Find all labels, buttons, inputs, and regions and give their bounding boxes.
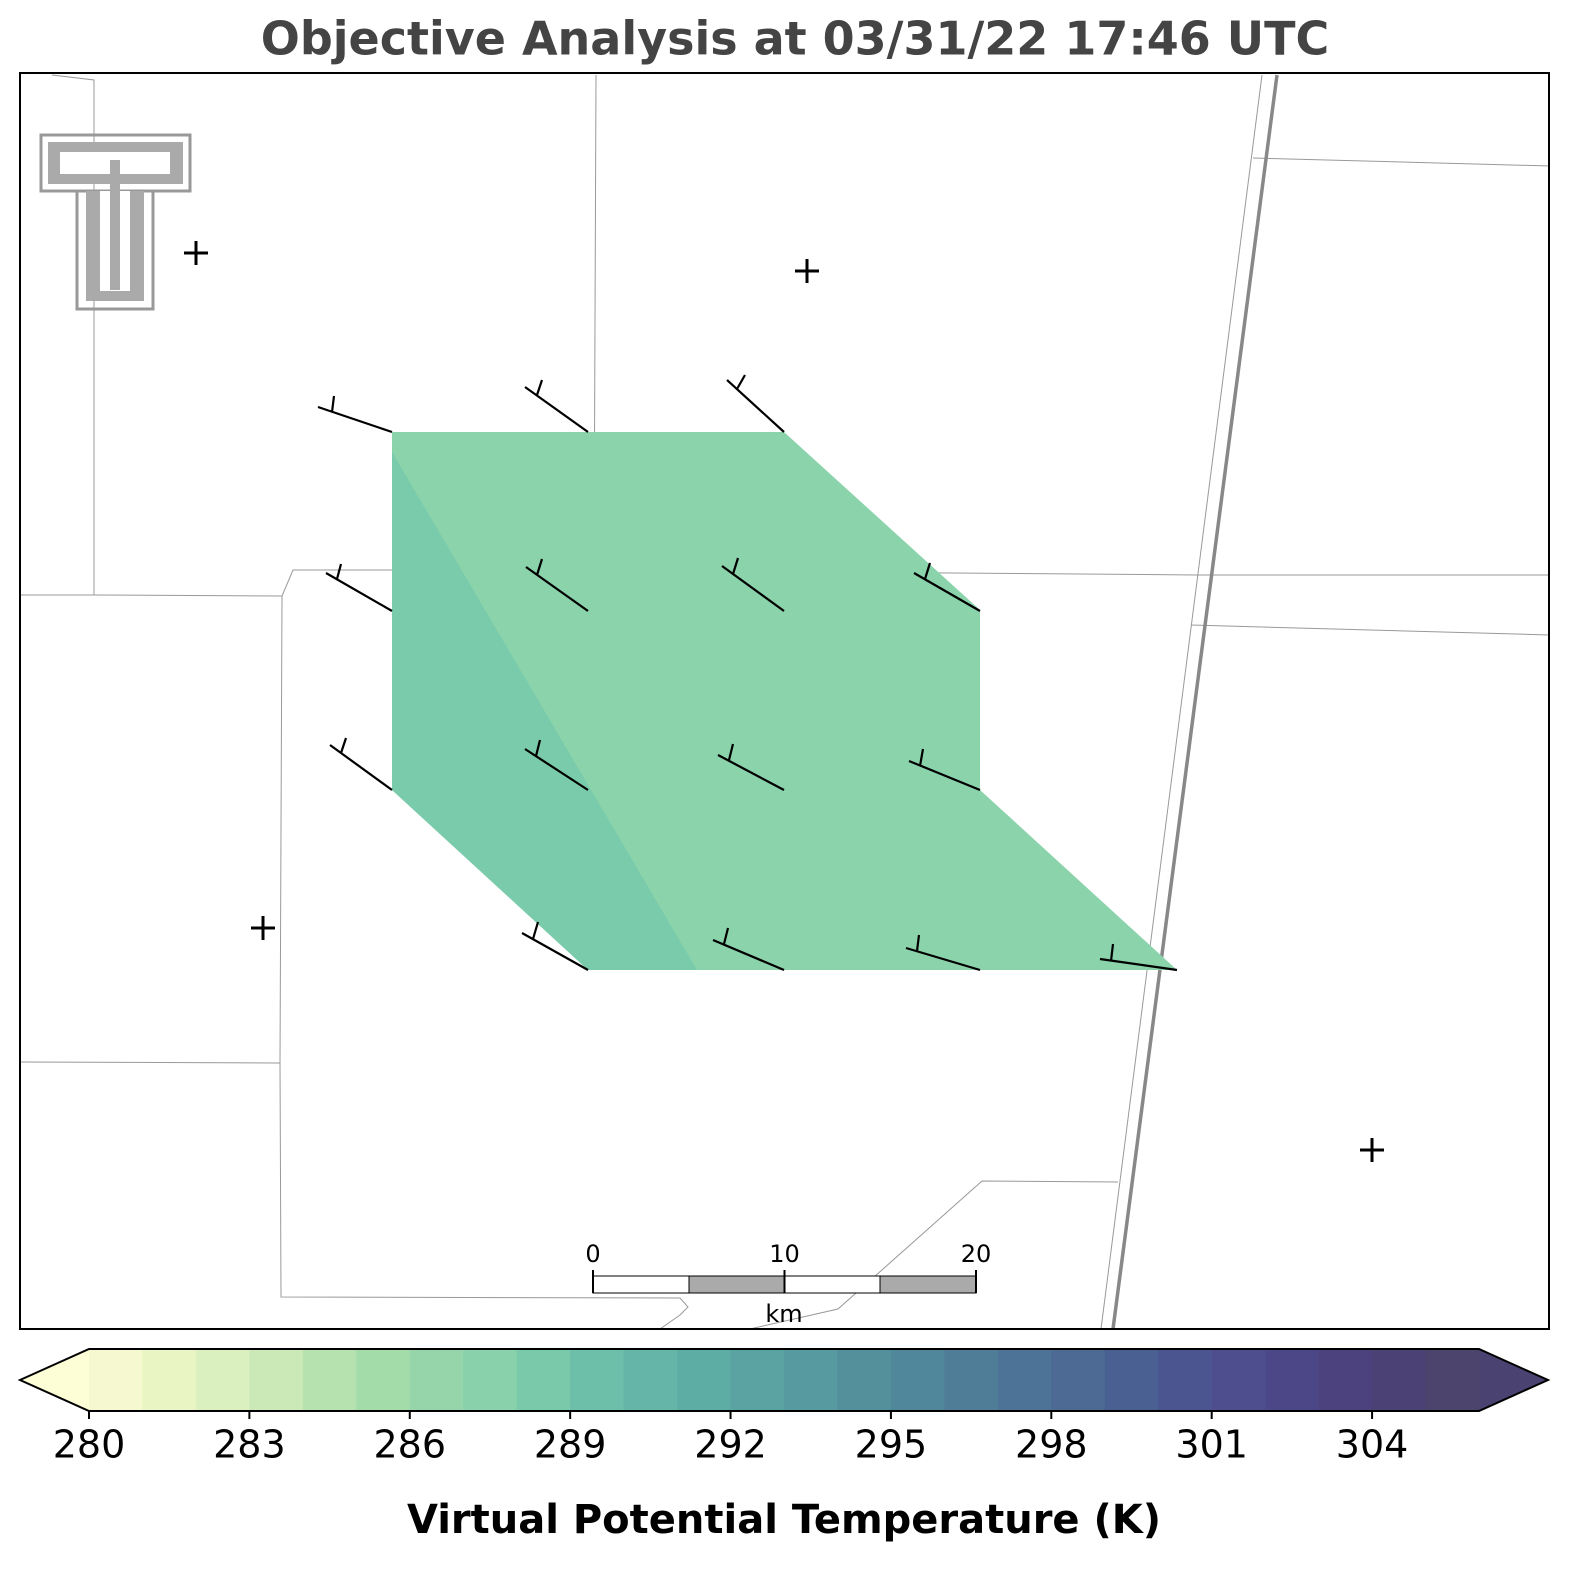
colorbar-tick-label: 295	[855, 1423, 928, 1467]
county-line	[749, 1180, 1119, 1330]
colorbar-band	[409, 1349, 464, 1411]
colorbar-tick-label: 280	[53, 1423, 126, 1467]
title: Objective Analysis at 03/31/22 17:46 UTC	[261, 12, 1330, 66]
map	[19, 72, 1551, 1330]
colorbar-band	[677, 1349, 732, 1411]
colorbar-band	[837, 1349, 892, 1411]
colorbar-band	[1051, 1349, 1106, 1411]
colorbar-tick-label: 298	[1015, 1423, 1088, 1467]
scale-bar	[592, 1275, 977, 1294]
colorbar-band	[1372, 1349, 1427, 1411]
colorbar-tick-label: 301	[1175, 1423, 1248, 1467]
map-frame	[19, 72, 1550, 1330]
colorbar-band	[944, 1349, 999, 1411]
colorbar-extend-low	[20, 1349, 89, 1411]
colorbar-extend-high	[1479, 1349, 1548, 1411]
county-line	[20, 74, 95, 596]
highway-edge	[1100, 74, 1263, 1330]
station-markers	[184, 241, 1384, 1162]
colorbar-tick-label: 304	[1336, 1423, 1409, 1467]
colorbar-band	[356, 1349, 411, 1411]
colorbar-band	[623, 1349, 678, 1411]
colorbar-band	[1318, 1349, 1373, 1411]
county-line	[1190, 624, 1551, 636]
colorbar-band	[1158, 1349, 1213, 1411]
colorbar-band	[1104, 1349, 1159, 1411]
colorbar-tick-label: 292	[694, 1423, 767, 1467]
colorbar-band	[463, 1349, 518, 1411]
colorbar-band	[784, 1349, 838, 1411]
analysis-field	[392, 452, 697, 970]
colorbar-tick-label: 286	[374, 1423, 447, 1467]
colorbar: 280 283 286 289 292 295 298 301 304	[17, 1348, 1551, 1467]
colorbar-band	[302, 1349, 357, 1411]
wind-barbs	[317, 374, 1178, 972]
colorbar-band	[1425, 1349, 1480, 1411]
scale-tick-label: 20	[961, 1240, 992, 1268]
colorbar-band	[89, 1349, 143, 1411]
county-line	[1252, 157, 1551, 167]
colorbar-label: Virtual Potential Temperature (K)	[407, 1497, 1161, 1543]
colorbar-band	[516, 1349, 571, 1411]
colorbar-band	[890, 1349, 945, 1411]
colorbar-tick-label: 289	[534, 1423, 607, 1467]
highway	[1111, 74, 1279, 1330]
colorbar-band	[997, 1349, 1052, 1411]
colorbar-band	[142, 1349, 197, 1411]
colorbar-band	[1265, 1349, 1320, 1411]
scale-unit: km	[765, 1300, 802, 1328]
colorbar-band	[570, 1349, 625, 1411]
county-line	[279, 1062, 689, 1330]
colorbar-band	[730, 1349, 785, 1411]
colorbar-tick-label: 283	[213, 1423, 286, 1467]
colorbar-band	[249, 1349, 304, 1411]
colorbar-band	[1211, 1349, 1266, 1411]
scale-tick-label: 10	[769, 1240, 800, 1268]
logo	[39, 133, 192, 311]
scale-tick-label: 0	[585, 1240, 600, 1268]
colorbar-band	[195, 1349, 250, 1411]
